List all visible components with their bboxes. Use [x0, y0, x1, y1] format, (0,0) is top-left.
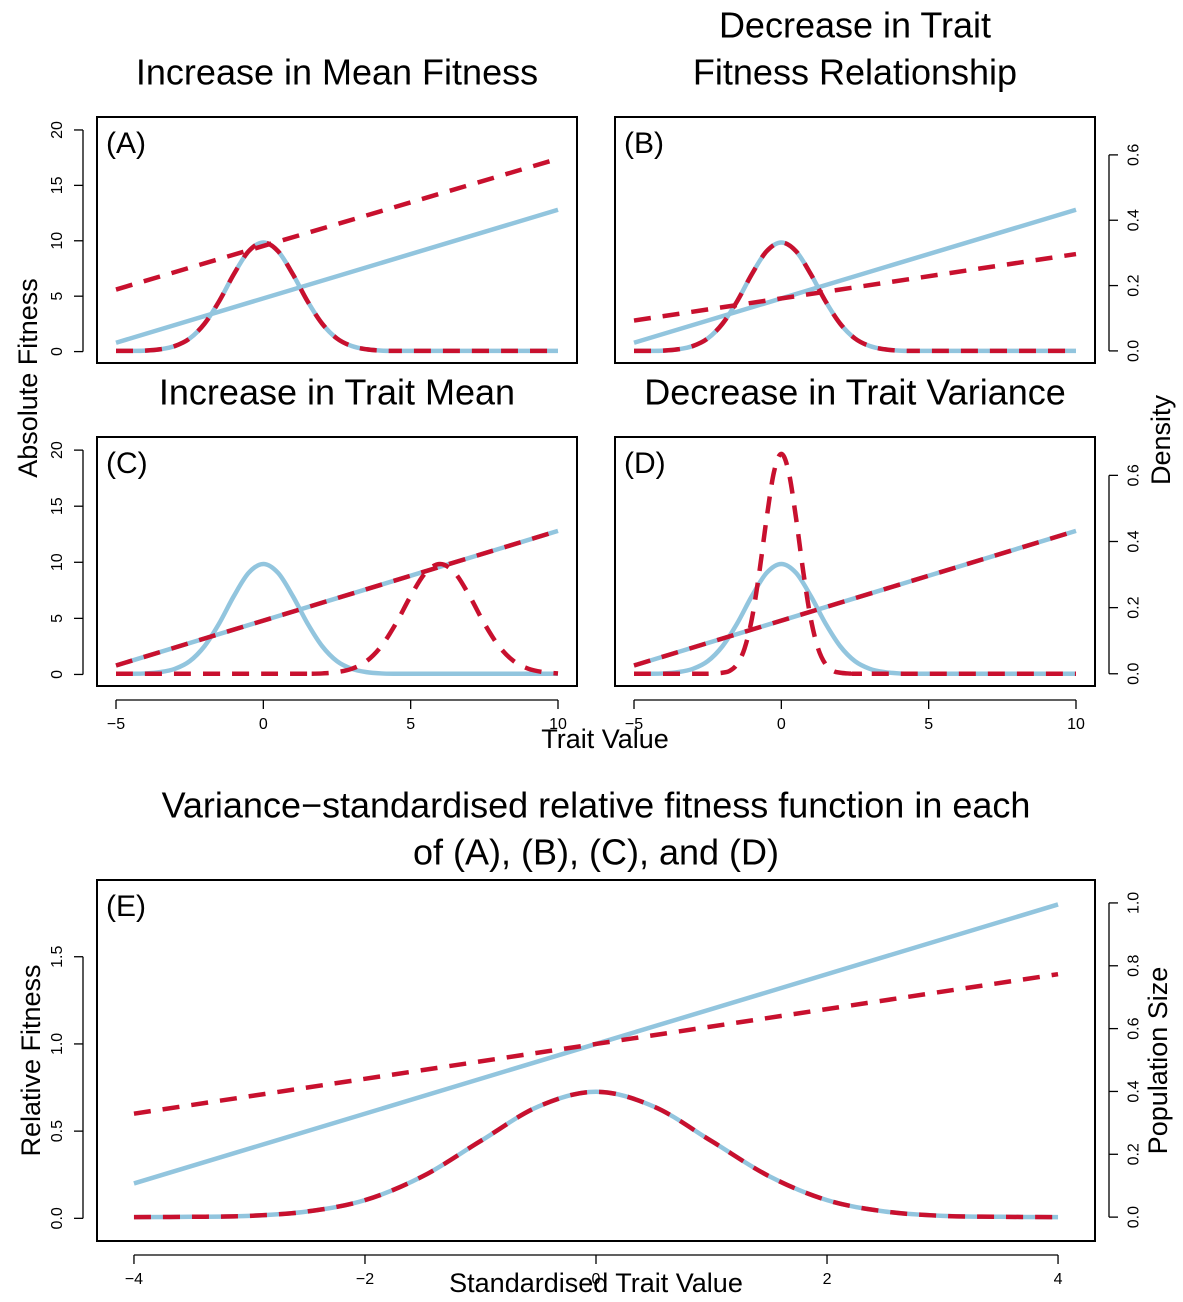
x-tick-label: −2	[356, 1271, 374, 1288]
x-tick-label: 2	[823, 1271, 832, 1288]
series-line	[133, 971, 1059, 1116]
panel: Variance−standardised relative fitness f…	[16, 785, 1173, 1299]
panel: Decrease in Trait Fitness Relationship (B)…	[614, 5, 1142, 364]
y-tick-label: 0	[49, 670, 66, 679]
panel-title: Fitness Relationship	[693, 52, 1017, 93]
series-line	[116, 561, 558, 677]
panel-title: Variance−standardised relative fitness f…	[162, 785, 1031, 826]
x-tick-label: 10	[549, 716, 567, 733]
y-tick-label: 0.0	[49, 1207, 66, 1229]
y-tick-label: 20	[49, 121, 66, 139]
y-tick-label: 0.0	[1125, 340, 1142, 362]
y2-axis-label: Density	[1146, 394, 1176, 485]
y-tick-label: 0.6	[1125, 1017, 1142, 1039]
series-line	[634, 240, 1076, 354]
y-tick-label: 0.6	[1125, 464, 1142, 486]
x-tick-label: 0	[777, 716, 786, 733]
plot-frame	[614, 436, 1096, 687]
panel-label: (A)	[106, 127, 146, 160]
y-tick-label: 0.8	[1125, 955, 1142, 977]
series-line	[633, 251, 1077, 323]
x-tick-label: −5	[625, 716, 643, 733]
panel: Increase in Mean Fitness (A) 0 5 10 15 20	[49, 52, 578, 364]
x-axis-label: Standardised Trait Value	[449, 1268, 743, 1298]
y-tick-label: 15	[49, 497, 66, 515]
y-tick-label: 0.2	[1125, 274, 1142, 296]
y2-axis-label: Population Size	[1143, 967, 1173, 1155]
series-line	[115, 156, 559, 292]
panel-title: Increase in Trait Mean	[159, 372, 515, 413]
y-tick-label: 0.0	[1125, 1206, 1142, 1228]
panel-title: of (A), (B), (C), and (D)	[413, 832, 779, 873]
series-line	[633, 528, 1077, 668]
y-tick-label: 0.2	[1125, 1143, 1142, 1165]
series-line	[634, 240, 1076, 354]
panel-title: Decrease in Trait Variance	[644, 372, 1066, 413]
x-tick-label: −5	[107, 716, 125, 733]
x-tick-label: 10	[1067, 716, 1085, 733]
y-tick-label: 0.6	[1125, 144, 1142, 166]
x-tick-label: 5	[406, 716, 415, 733]
panel-label: (E)	[106, 890, 146, 923]
series-line	[116, 240, 558, 354]
panel-label: (D)	[624, 447, 666, 480]
y-axis-label: Absolute Fitness	[13, 278, 43, 478]
y-tick-label: 20	[49, 441, 66, 459]
plot-frame	[96, 116, 578, 364]
y-tick-label: 1.5	[49, 946, 66, 968]
plot-frame	[614, 116, 1096, 364]
series-line	[634, 561, 1076, 677]
y-tick-label: 10	[49, 232, 66, 250]
y-tick-label: 0.0	[1125, 663, 1142, 685]
y-tick-label: 0.5	[49, 1120, 66, 1142]
x-tick-label: −4	[125, 1271, 143, 1288]
x-tick-label: 0	[259, 716, 268, 733]
panel-title: Decrease in Trait	[719, 5, 991, 46]
panel-label: (B)	[624, 127, 664, 160]
series-line	[116, 561, 559, 677]
series-line	[115, 528, 559, 668]
panel: Increase in Trait Mean (C) −5 0 5 10 0 5 10 15 20	[49, 372, 578, 733]
series-line	[116, 240, 558, 354]
y-tick-label: 15	[49, 176, 66, 194]
y-tick-label: 0.4	[1125, 209, 1142, 231]
series-line	[133, 1089, 1059, 1220]
series-line	[633, 207, 1077, 345]
panel-title: Increase in Mean Fitness	[136, 52, 538, 93]
panel: Decrease in Trait Variance (D) −5 0 5 10 0.0 0.…	[614, 372, 1142, 733]
series-line	[133, 1089, 1059, 1220]
y-tick-label: 0.4	[1125, 530, 1142, 552]
y-tick-label: 0	[49, 347, 66, 356]
y-tick-label: 10	[49, 553, 66, 571]
x-axis-label: Trait Value	[541, 724, 669, 754]
x-tick-label: 4	[1054, 1271, 1063, 1288]
plot-frame	[96, 879, 1096, 1242]
plot-frame	[96, 436, 578, 687]
y-tick-label: 1.0	[49, 1033, 66, 1055]
y-tick-label: 1.0	[1125, 892, 1142, 914]
x-tick-label: 0	[592, 1271, 601, 1288]
y-tick-label: 0.4	[1125, 1080, 1142, 1102]
series-line	[634, 451, 1076, 677]
y-tick-label: 0.2	[1125, 596, 1142, 618]
x-tick-label: 5	[924, 716, 933, 733]
panel-label: (C)	[106, 447, 148, 480]
y-tick-label: 5	[49, 292, 66, 301]
y-tick-label: 5	[49, 614, 66, 623]
series-line	[115, 207, 559, 345]
y-axis-label: Relative Fitness	[16, 964, 46, 1156]
